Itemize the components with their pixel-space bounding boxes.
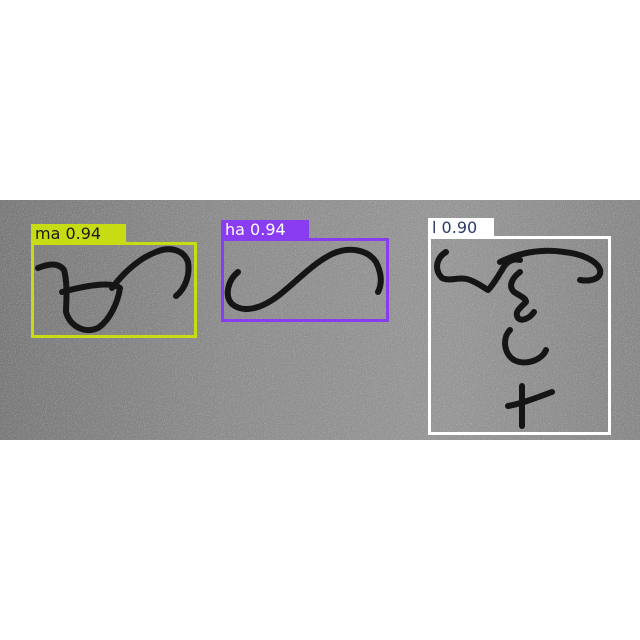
confidence-score: 0.90 <box>441 218 478 237</box>
detection-box-ha <box>221 238 389 322</box>
glyph-l-top <box>434 249 523 293</box>
detection-box-ma <box>31 242 197 338</box>
glyph-l-loop <box>508 269 537 323</box>
glyph-ma-stroke <box>35 261 123 333</box>
top-padding <box>0 0 640 200</box>
glyph-l-cross-h <box>505 389 555 409</box>
glyph-l-hook <box>497 247 604 284</box>
detection-label-l: l 0.90 <box>428 218 494 237</box>
confidence-score: 0.94 <box>250 220 286 239</box>
confidence-score: 0.94 <box>65 224 102 243</box>
glyph-l-curve <box>502 327 549 366</box>
class-name: ma <box>35 224 61 243</box>
class-name: l <box>432 218 437 237</box>
detection-label-ma: ma 0.94 <box>31 224 126 243</box>
glyph-ma-arc <box>109 246 192 299</box>
detection-box-l <box>428 236 611 435</box>
bottom-padding <box>0 440 640 640</box>
class-name: ha <box>225 220 245 239</box>
handwritten-glyphs <box>35 246 604 429</box>
glyph-ha-stroke <box>224 246 384 313</box>
concrete-photo: ma 0.94 ha 0.94 l 0.90 <box>0 200 640 440</box>
detection-label-ha: ha 0.94 <box>221 220 309 239</box>
